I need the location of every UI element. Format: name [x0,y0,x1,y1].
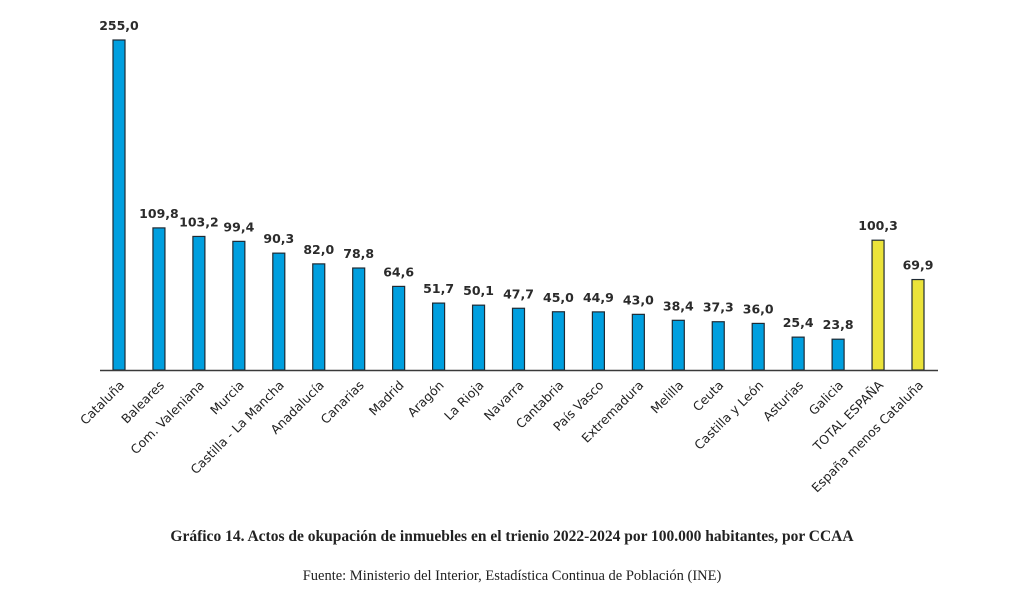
bar-17 [791,336,805,371]
bar-3 [232,240,246,371]
category-label: TOTAL ESPAÑA [809,377,886,454]
bar-18 [831,338,845,371]
value-label: 44,9 [583,290,614,305]
bar-7 [392,285,406,371]
value-label: 78,8 [343,246,374,261]
bars-group [112,39,925,371]
bar-14 [671,319,685,371]
bar-6 [352,267,366,371]
value-label: 99,4 [223,219,254,234]
value-label: 82,0 [303,242,334,257]
category-label: Aragón [404,378,446,420]
bar-10 [511,307,526,371]
category-label: La Rioja [441,378,487,424]
bar-15 [711,321,725,371]
value-label: 109,8 [139,206,179,221]
value-label: 103,2 [179,214,219,229]
value-label: 255,0 [99,18,139,33]
chart-source: Fuente: Ministerio del Interior, Estadís… [302,568,722,584]
bar-16 [751,322,765,371]
category-label: Melilla [648,378,687,417]
value-label: 23,8 [823,317,854,332]
category-label: Ceuta [690,378,727,415]
category-label: Cataluña [77,378,127,428]
bar-4 [272,252,286,371]
bar-12 [591,311,606,371]
value-label: 90,3 [263,231,294,246]
value-label: 43,0 [623,292,654,307]
bar-0 [112,39,126,371]
bar-20 [911,278,925,371]
value-label: 50,1 [463,283,494,298]
bar-5 [312,263,326,371]
value-label: 69,9 [903,258,934,273]
value-label: 36,0 [743,301,774,316]
bar-8 [432,302,446,371]
category-label: Madrid [366,378,407,419]
value-label: 51,7 [423,281,454,296]
value-label: 37,3 [703,300,734,315]
bar-13 [631,313,645,371]
bar-11 [551,311,566,371]
chart-title: Gráfico 14. Actos de okupación de inmueb… [170,528,854,545]
category-label: Canarias [317,378,366,427]
value-label: 45,0 [543,290,574,305]
value-label: 47,7 [503,286,534,301]
value-label: 38,4 [663,298,694,313]
category-label: Asturias [760,378,806,424]
category-label: Com. Valeniana [127,378,207,458]
value-label: 25,4 [783,315,814,330]
value-label: 64,6 [383,264,414,279]
bar-1 [152,227,166,371]
bar-2 [192,235,206,371]
category-label: Castilla y León [691,378,766,453]
bar-9 [471,304,486,371]
value-label: 100,3 [858,218,898,233]
bar-19 [871,239,885,371]
